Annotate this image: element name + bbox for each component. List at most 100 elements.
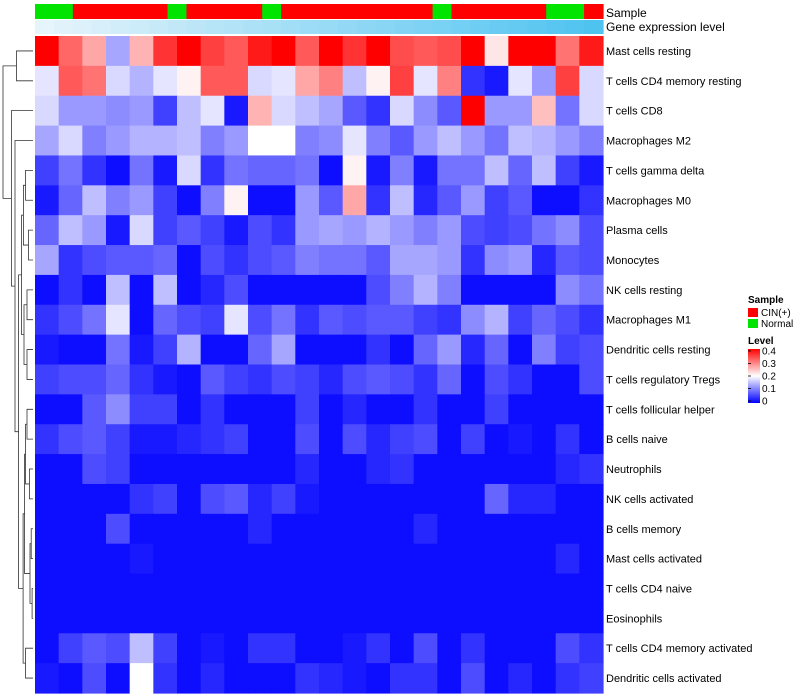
heatmap-cell [224,95,249,127]
heatmap-cell [319,274,344,306]
heatmap-cell [82,543,107,575]
heatmap-cell [319,334,344,366]
heatmap-cell [579,573,604,605]
heatmap-cell [461,334,486,366]
heatmap-cell [295,334,320,366]
heatmap-cell [271,454,296,485]
heatmap-cell [437,394,462,425]
heatmap-cell [177,245,202,276]
heatmap-cell [532,394,557,425]
heatmap-cell [224,394,249,425]
heatmap-cell [366,334,391,366]
heatmap-cell [484,394,509,425]
heatmap-cell [177,543,202,575]
heatmap-cell [413,155,438,186]
heatmap-cell [390,364,415,395]
heatmap-cell [461,633,486,664]
heatmap-cell [319,364,344,395]
legend-tick-label: 0.2 [762,372,776,383]
heatmap-cell [342,334,367,366]
heatmap-cell [390,334,415,366]
heatmap-cell [271,364,296,395]
heatmap-cell [342,125,367,157]
heatmap-cell [295,364,320,395]
heatmap-cell [390,543,415,575]
sample-track-cell [394,4,415,19]
heatmap-cell [366,394,391,425]
heatmap-cell [224,454,249,485]
heatmap-cell [106,274,131,306]
dendrogram-branch [26,289,33,321]
heatmap-cell [35,185,60,216]
sample-track-cell [451,4,472,19]
heatmap-cell [319,215,344,246]
heatmap-cell [390,633,415,664]
heatmap-cell [129,274,154,306]
heatmap-cell [319,513,344,545]
heatmap-cell [532,364,557,395]
heatmap-cell [319,125,344,157]
heatmap-cell [106,543,131,575]
heatmap-cell [295,36,320,67]
heatmap-cell [532,185,557,216]
heatmap-cell [248,36,273,67]
heatmap-cell [319,483,344,515]
heatmap-cell [461,125,486,157]
heatmap-cell [413,543,438,575]
row-label: Mast cells resting [606,46,691,58]
heatmap-cell [129,95,154,127]
sample-track-cell [262,4,282,19]
heatmap-cell [437,155,462,186]
heatmap-cell [271,65,296,97]
heatmap-cell [58,633,83,664]
heatmap-cell [437,483,462,515]
heatmap-cell [484,573,509,605]
heatmap-cell [461,513,486,545]
heatmap-cell [224,364,249,395]
heatmap-cell [532,573,557,605]
heatmap-cell [508,364,533,395]
heatmap-cell [200,36,225,67]
heatmap-cell [390,95,415,127]
heatmap-cell [484,663,509,694]
heatmap-cell [200,215,225,246]
heatmap-cell [342,215,367,246]
heatmap-cell [532,65,557,97]
heatmap-cell [508,573,533,605]
heatmap-cell [532,215,557,246]
heatmap-cell [177,394,202,425]
heatmap-cell [224,483,249,515]
heatmap-cell [153,603,178,634]
heatmap-cell [579,65,604,97]
heatmap-cell [129,483,154,515]
heatmap-cell [579,603,604,634]
heatmap-cell [437,424,462,455]
heatmap-cell [366,603,391,634]
row-dendrogram [2,50,33,679]
heatmap-cell [461,65,486,97]
heatmap-cell [177,424,202,455]
heatmap-cell [200,95,225,127]
sample-track-cell [565,4,585,19]
heatmap-cell [153,483,178,515]
sample-track-cell [243,4,263,19]
heatmap-cell [342,245,367,276]
heatmap-cell [106,633,131,664]
heatmap-cell [437,304,462,336]
heatmap-cell [342,454,367,485]
row-label: Eosinophils [606,613,663,625]
heatmap-cell [200,663,225,694]
heatmap-cell [153,513,178,545]
heatmap-cell [82,125,107,157]
row-label: NK cells resting [606,285,682,297]
heatmap-cell [413,483,438,515]
heatmap-cell [129,245,154,276]
heatmap-cell [579,95,604,127]
heatmap-cell [342,663,367,694]
heatmap-cell [461,394,486,425]
row-labels: Mast cells resting T cells CD4 memory res… [606,46,753,685]
heatmap-cell [224,633,249,664]
heatmap-cell [366,424,391,455]
heatmap-cell [437,454,462,485]
heatmap-cell [200,513,225,545]
